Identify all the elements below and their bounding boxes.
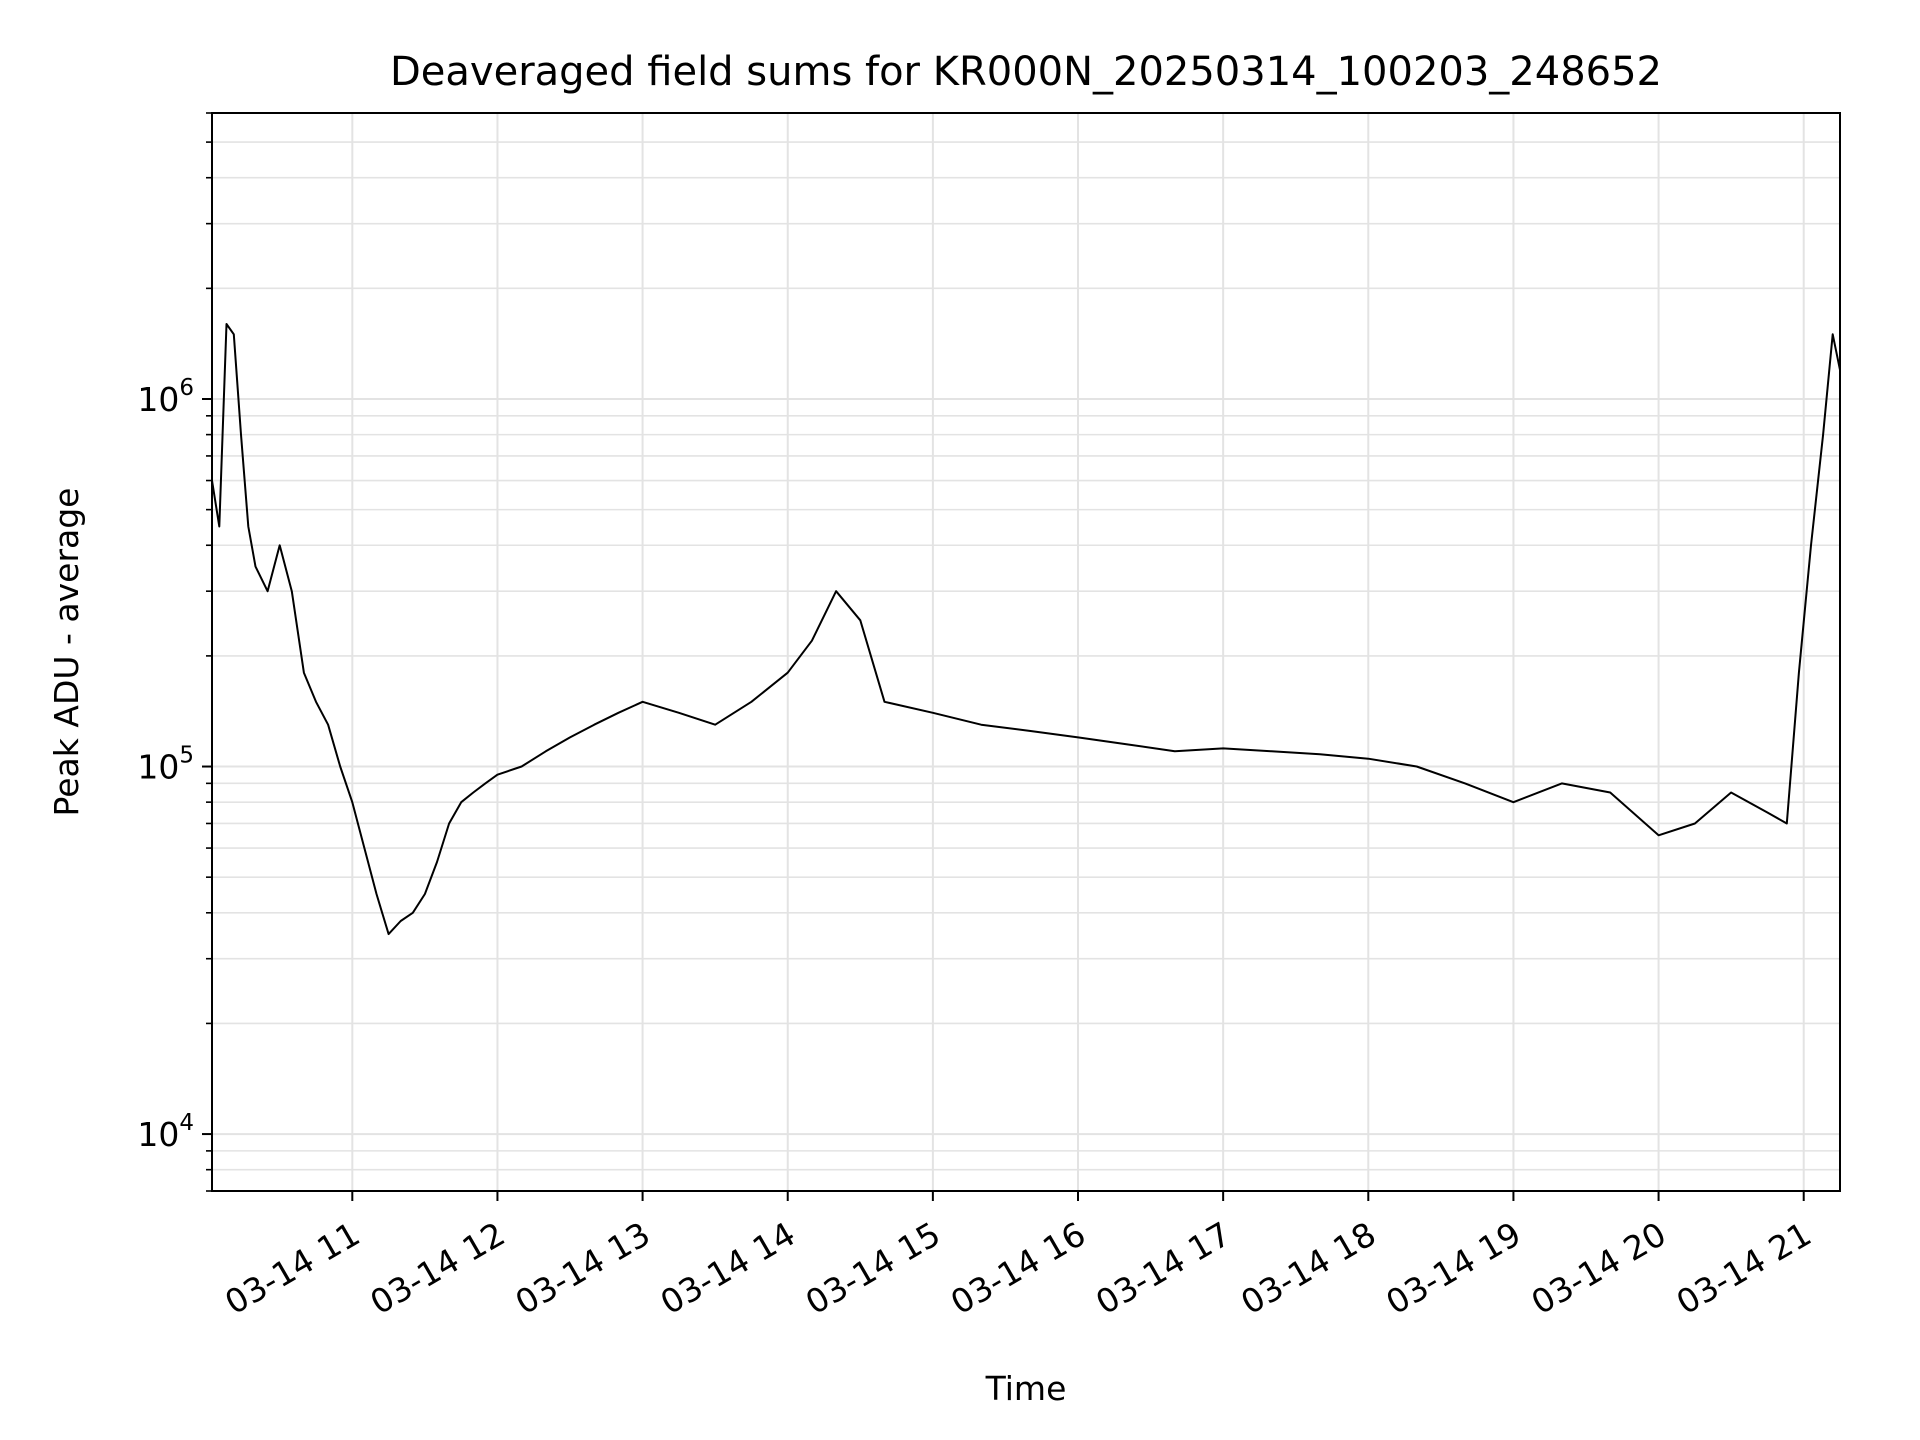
y-tick-label: 105	[137, 743, 194, 787]
y-tick-label: 106	[137, 375, 194, 419]
chart-title: Deaveraged field sums for KR000N_2025031…	[390, 49, 1662, 95]
plot-frame	[211, 112, 1841, 1192]
series-line	[211, 323, 1841, 936]
grid	[212, 112, 1840, 1192]
y-axis-label: Peak ADU - average	[47, 488, 86, 817]
y-tick-label: 104	[137, 1110, 194, 1154]
x-axis-label: Time	[985, 1369, 1067, 1408]
plot-area	[211, 323, 1841, 936]
y-axis: 104 105 106	[137, 112, 212, 1192]
